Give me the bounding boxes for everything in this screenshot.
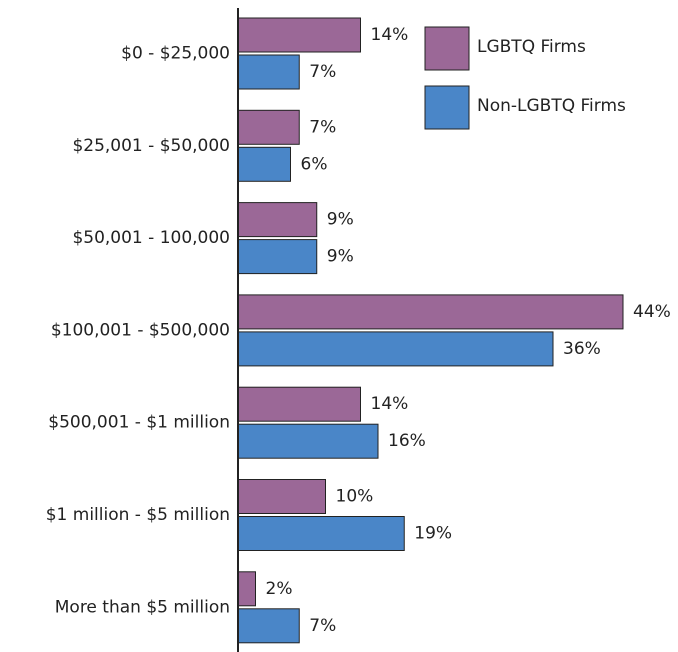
- y-tick-label: $0 - $25,000: [121, 44, 230, 64]
- data-label: 7%: [309, 616, 336, 636]
- bar: [237, 17, 361, 53]
- bar: [237, 608, 300, 644]
- bar: [237, 54, 300, 90]
- y-tick-label: $500,001 - $1 million: [48, 413, 230, 433]
- bar: [237, 386, 361, 422]
- bar: [237, 516, 405, 551]
- data-label: 44%: [633, 302, 671, 322]
- data-label: 14%: [371, 25, 409, 45]
- legend-label: LGBTQ Firms: [477, 37, 586, 57]
- bar: [237, 294, 624, 330]
- data-label: 36%: [563, 339, 601, 359]
- data-label: 9%: [327, 210, 354, 230]
- bar: [237, 146, 291, 182]
- data-label: 16%: [388, 431, 426, 451]
- data-label: 7%: [309, 62, 336, 82]
- bar: [237, 571, 256, 607]
- data-label: 10%: [336, 487, 374, 507]
- legend-swatch: [424, 26, 470, 71]
- bar: [237, 202, 318, 238]
- data-label: 19%: [414, 524, 452, 544]
- data-label: 7%: [309, 117, 336, 137]
- bar: [237, 239, 318, 275]
- data-label: 2%: [266, 579, 293, 599]
- y-tick-label: $1 million - $5 million: [46, 505, 230, 525]
- data-label: 14%: [371, 394, 409, 414]
- y-tick-label: $50,001 - 100,000: [72, 228, 230, 248]
- legend-swatch: [424, 85, 470, 130]
- bar: [237, 479, 326, 514]
- bar: [237, 423, 379, 459]
- data-label: 6%: [301, 154, 328, 174]
- y-tick-label: $25,001 - $50,000: [72, 136, 230, 156]
- bar: [237, 109, 300, 145]
- bar: [237, 331, 554, 367]
- y-tick-label: More than $5 million: [55, 597, 230, 617]
- legend-label: Non-LGBTQ Firms: [477, 96, 626, 116]
- data-label: 9%: [327, 247, 354, 267]
- y-tick-label: $100,001 - $500,000: [51, 320, 230, 340]
